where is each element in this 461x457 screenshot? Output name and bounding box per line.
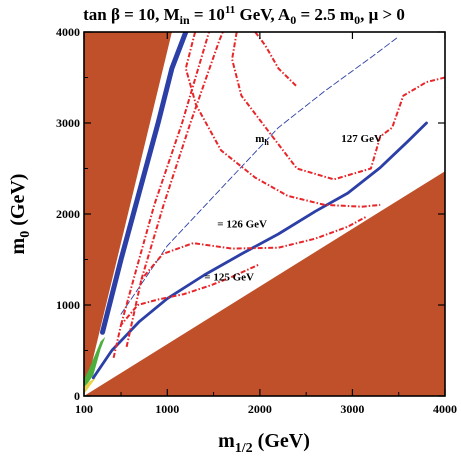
yellow-region xyxy=(84,377,96,395)
contour-labels: = 125 GeV = 126 GeV 127 GeV mh xyxy=(204,133,382,283)
label-mh: mh xyxy=(255,133,269,147)
lower-right-excluded xyxy=(84,171,445,396)
green-region xyxy=(84,336,106,389)
colored-regions xyxy=(84,336,106,395)
title-a-sub: 0 xyxy=(290,13,296,27)
title-a-val: = 2.5 m xyxy=(296,5,354,24)
axis-ticks: 100 1000 2000 3000 4000 0 1000 2000 3000 4000 xyxy=(56,25,457,416)
y-tick-label-2000: 2000 xyxy=(56,207,80,221)
title-gev-a: GeV, A xyxy=(235,5,291,24)
title-mu: , μ > 0 xyxy=(360,5,405,24)
contour-m-h-127-gev-inner xyxy=(231,32,445,181)
chart-title: tan β = 10, Min = 1011 GeV, A0 = 2.5 m0,… xyxy=(83,4,405,27)
x-axis-label: m1/2 (GeV) xyxy=(218,430,310,456)
label-m-h-127-gev: 127 GeV xyxy=(341,133,382,145)
contour-m-h-126-gev-branch xyxy=(140,32,224,280)
title-exp: 11 xyxy=(225,4,235,16)
label-m-h-125-gev: = 125 GeV xyxy=(204,271,254,283)
x-tick-label-2000: 2000 xyxy=(248,402,272,416)
contour-m-h-125-gev-branch xyxy=(120,32,210,326)
x-tick-label-100: 100 xyxy=(75,402,93,416)
label-m-h-126-gev: = 126 GeV xyxy=(217,219,267,231)
relic-density-strips xyxy=(91,32,428,380)
upper-relic-strip xyxy=(100,32,189,335)
title-min-sub: in xyxy=(180,13,190,27)
svg-text:tan β = 10, Min = 1011 GeV, A0: tan β = 10, Min = 1011 GeV, A0 = 2.5 m0,… xyxy=(83,4,405,27)
x-tick-label-3000: 3000 xyxy=(340,402,364,416)
title-tanb: tan β = 10, M xyxy=(83,5,180,24)
y-tick-label-4000: 4000 xyxy=(56,25,80,39)
contour-m-h-127-gev xyxy=(184,32,381,208)
x-tick-label-4000: 4000 xyxy=(433,402,457,416)
lower-relic-strip xyxy=(91,121,428,380)
thin-relic-strip xyxy=(120,36,400,315)
y-tick-label-3000: 3000 xyxy=(56,116,80,130)
y-tick-label-0: 0 xyxy=(74,389,80,403)
y-tick-label-1000: 1000 xyxy=(56,298,80,312)
y-axis-label: m0 (GeV) xyxy=(7,174,33,255)
title-m-sub: 0 xyxy=(354,13,360,27)
excluded-regions xyxy=(84,32,445,396)
contour-m-h-125-gev xyxy=(112,263,261,359)
contour-m-h-126-gev xyxy=(125,215,367,348)
title-eq: = 10 xyxy=(190,5,225,24)
x-tick-label-1000: 1000 xyxy=(155,402,179,416)
upper-left-excluded xyxy=(84,32,172,396)
